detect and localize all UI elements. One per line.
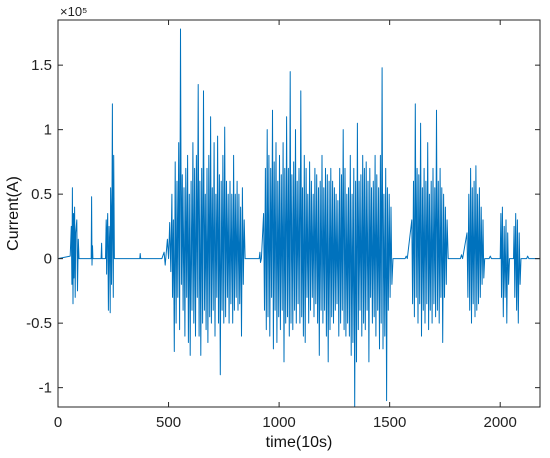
plot-area — [57, 28, 540, 408]
x-tick-label: 500 — [156, 414, 181, 431]
x-tick-label: 2000 — [484, 414, 517, 431]
y-tick-label: 0 — [44, 251, 52, 268]
x-tick-label: 1500 — [373, 414, 406, 431]
y-exponent-label: ×10⁵ — [60, 4, 87, 19]
y-tick-label: -0.5 — [26, 315, 52, 332]
y-tick-label: 1.5 — [31, 57, 52, 74]
axes: 0 500 1000 1500 2000 -1 -0.5 0 0.5 1 1.5 — [26, 19, 541, 431]
y-tick-label: -1 — [39, 380, 52, 397]
plot-frame — [57, 19, 541, 408]
x-tick-label: 1000 — [262, 414, 295, 431]
y-tick-label: 1 — [44, 122, 52, 139]
x-axis-label: time(10s) — [266, 434, 333, 451]
y-axis-label: Current(A) — [5, 176, 22, 251]
x-tick-label: 0 — [54, 414, 62, 431]
y-tick-label: 0.5 — [31, 186, 52, 203]
series-line-1 — [57, 28, 540, 408]
